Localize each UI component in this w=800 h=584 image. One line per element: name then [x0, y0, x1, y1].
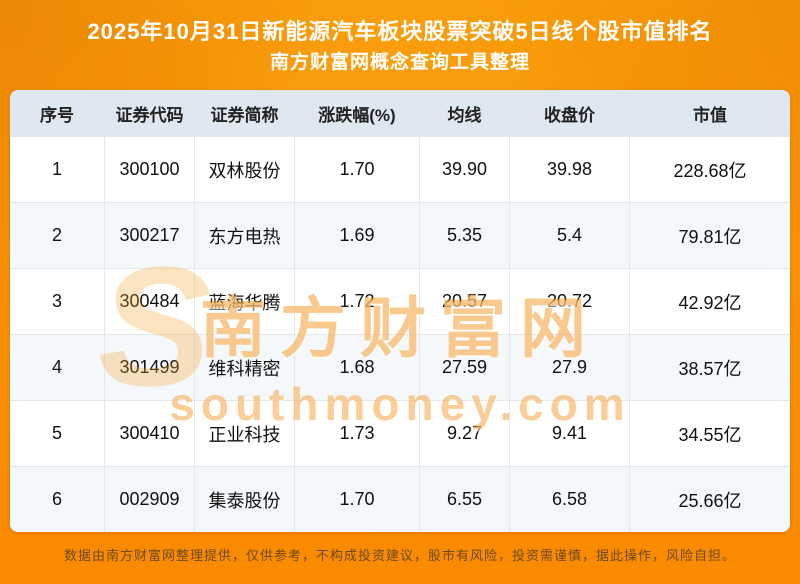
cell-marketcap: 38.57亿	[678, 358, 742, 379]
cell-ma: 27.59	[420, 335, 510, 400]
cell-ma: 20.57	[420, 269, 510, 334]
column-header-name: 证券简称	[195, 90, 295, 136]
cell-close: 9.41	[510, 401, 630, 466]
cell-name: 东方电热	[195, 203, 295, 268]
cell-change: 1.73	[295, 401, 420, 466]
cell-marketcap: 79.81亿	[678, 226, 742, 247]
cell-name: 双林股份	[195, 137, 295, 202]
cell-ma: 9.27	[420, 401, 510, 466]
cell-name: 蓝海华腾	[195, 269, 295, 334]
cell-close: 20.72	[510, 269, 630, 334]
cell-change: 1.70	[295, 137, 420, 202]
cell-close: 27.9	[510, 335, 630, 400]
table-row: 2 300217 东方电热 1.69 5.35 5.4 79.81亿	[10, 202, 790, 268]
cell-name: 维科精密	[195, 335, 295, 400]
cell-close: 6.58	[510, 467, 630, 532]
cell-rank: 6	[10, 467, 105, 532]
column-header-rank: 序号	[10, 90, 105, 136]
cell-marketcap: 34.55亿	[678, 424, 742, 445]
cell-code: 301499	[105, 335, 195, 400]
table-row: 4 301499 维科精密 1.68 27.59 27.9 38.57亿	[10, 334, 790, 400]
cell-code: 300217	[105, 203, 195, 268]
page-title: 2025年10月31日新能源汽车板块股票突破5日线个股市值排名 南方财富网概念查…	[0, 16, 800, 78]
table-row: 1 300100 双林股份 1.70 39.90 39.98 228.68亿	[10, 136, 790, 202]
cell-marketcap: 25.66亿	[678, 490, 742, 511]
cell-rank: 2	[10, 203, 105, 268]
cell-rank: 1	[10, 137, 105, 202]
cell-change: 1.70	[295, 467, 420, 532]
title-line-2: 南方财富网概念查询工具整理	[269, 52, 530, 73]
cell-close: 5.4	[510, 203, 630, 268]
column-header-marketcap: 市值	[693, 105, 727, 125]
cell-name: 集泰股份	[195, 467, 295, 532]
cell-change: 1.72	[295, 269, 420, 334]
cell-rank: 5	[10, 401, 105, 466]
table-row: 6 002909 集泰股份 1.70 6.55 6.58 25.66亿	[10, 466, 790, 532]
cell-rank: 3	[10, 269, 105, 334]
cell-name: 正业科技	[195, 401, 295, 466]
cell-rank: 4	[10, 335, 105, 400]
cell-change: 1.69	[295, 203, 420, 268]
cell-close: 39.98	[510, 137, 630, 202]
cell-ma: 6.55	[420, 467, 510, 532]
column-header-change: 涨跌幅(%)	[295, 90, 420, 136]
cell-change: 1.68	[295, 335, 420, 400]
cell-marketcap: 228.68亿	[673, 160, 747, 181]
table-header-row: 序号 证券代码 证券简称 涨跌幅(%) 均线 收盘价 市值	[10, 90, 790, 136]
cell-ma: 39.90	[420, 137, 510, 202]
table-row: 5 300410 正业科技 1.73 9.27 9.41 34.55亿	[10, 400, 790, 466]
cell-marketcap: 42.92亿	[678, 292, 742, 313]
cell-code: 300410	[105, 401, 195, 466]
column-header-ma: 均线	[420, 90, 510, 136]
cell-code: 300484	[105, 269, 195, 334]
cell-code: 002909	[105, 467, 195, 532]
disclaimer-text: 数据由南方财富网整理提供，仅供参考，不构成投资建议，股市有风险，投资需谨慎，据此…	[63, 548, 736, 563]
column-header-code: 证券代码	[105, 90, 195, 136]
cell-code: 300100	[105, 137, 195, 202]
table-row: 3 300484 蓝海华腾 1.72 20.57 20.72 42.92亿	[10, 268, 790, 334]
cell-ma: 5.35	[420, 203, 510, 268]
stock-table: 序号 证券代码 证券简称 涨跌幅(%) 均线 收盘价 市值 1 300100 双…	[10, 90, 790, 532]
column-header-close: 收盘价	[510, 90, 630, 136]
title-line-1: 2025年10月31日新能源汽车板块股票突破5日线个股市值排名	[87, 19, 713, 44]
